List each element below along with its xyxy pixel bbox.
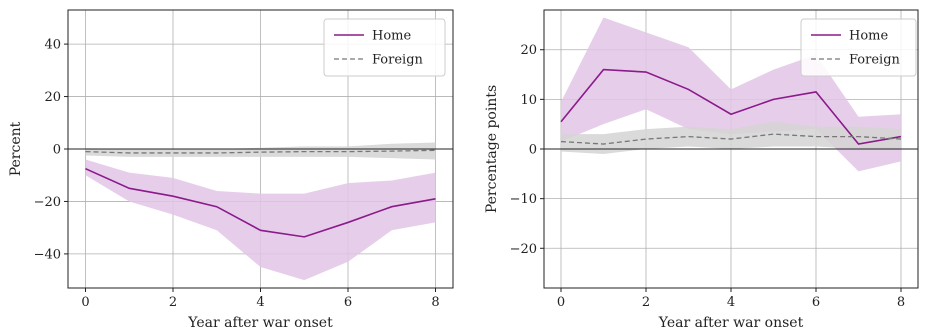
- x-tick-label: 4: [256, 295, 264, 310]
- x-axis-label: Year after war onset: [187, 315, 333, 329]
- legend: Home Foreign: [323, 18, 446, 77]
- legend-label-home: Home: [372, 29, 411, 44]
- legend: Home Foreign: [800, 18, 917, 77]
- x-axis-label: Year after war onset: [658, 315, 804, 329]
- legend-label-home: Home: [849, 29, 888, 44]
- y-tick-label: 20: [520, 43, 537, 58]
- y-tick-label: −20: [510, 242, 537, 257]
- legend-box: [800, 18, 917, 77]
- y-tick-label: 20: [44, 90, 61, 105]
- confidence-band-foreign: [561, 121, 901, 154]
- x-tick-label: 4: [727, 295, 735, 310]
- y-axis-label: Percentage points: [484, 85, 500, 213]
- y-axis-label: Percent: [8, 121, 24, 176]
- confidence-band-home: [85, 159, 436, 281]
- legend-box: [323, 18, 446, 77]
- y-tick-label: −20: [34, 195, 61, 210]
- y-tick-label: 0: [529, 143, 537, 158]
- x-tick-label: 2: [169, 295, 177, 310]
- y-tick-label: −40: [34, 247, 61, 262]
- x-tick-label: 2: [642, 295, 650, 310]
- legend-label-foreign: Foreign: [849, 53, 901, 68]
- confidence-band-foreign: [85, 142, 436, 160]
- x-tick-label: 6: [812, 295, 820, 310]
- x-tick-label: 8: [897, 295, 905, 310]
- legend-label-foreign: Foreign: [372, 53, 424, 68]
- y-tick-label: −10: [510, 192, 537, 207]
- chart-panel-1: 0 2 4 6 8 −40 −20 0 20 40 Year after war onset Perc…: [8, 9, 454, 329]
- chart-panel-2: 0 2 4 6 8 −20 −10 0 10 20 Year after war onset Perc…: [484, 9, 919, 329]
- x-tick-label: 0: [557, 295, 565, 310]
- series-line-foreign: [85, 149, 436, 154]
- y-tick-label: 40: [44, 38, 61, 53]
- y-tick-label: 10: [520, 93, 537, 108]
- x-tick-label: 8: [431, 295, 439, 310]
- y-tick-label: 0: [53, 143, 61, 158]
- x-tick-label: 0: [81, 295, 89, 310]
- x-tick-label: 6: [344, 295, 352, 310]
